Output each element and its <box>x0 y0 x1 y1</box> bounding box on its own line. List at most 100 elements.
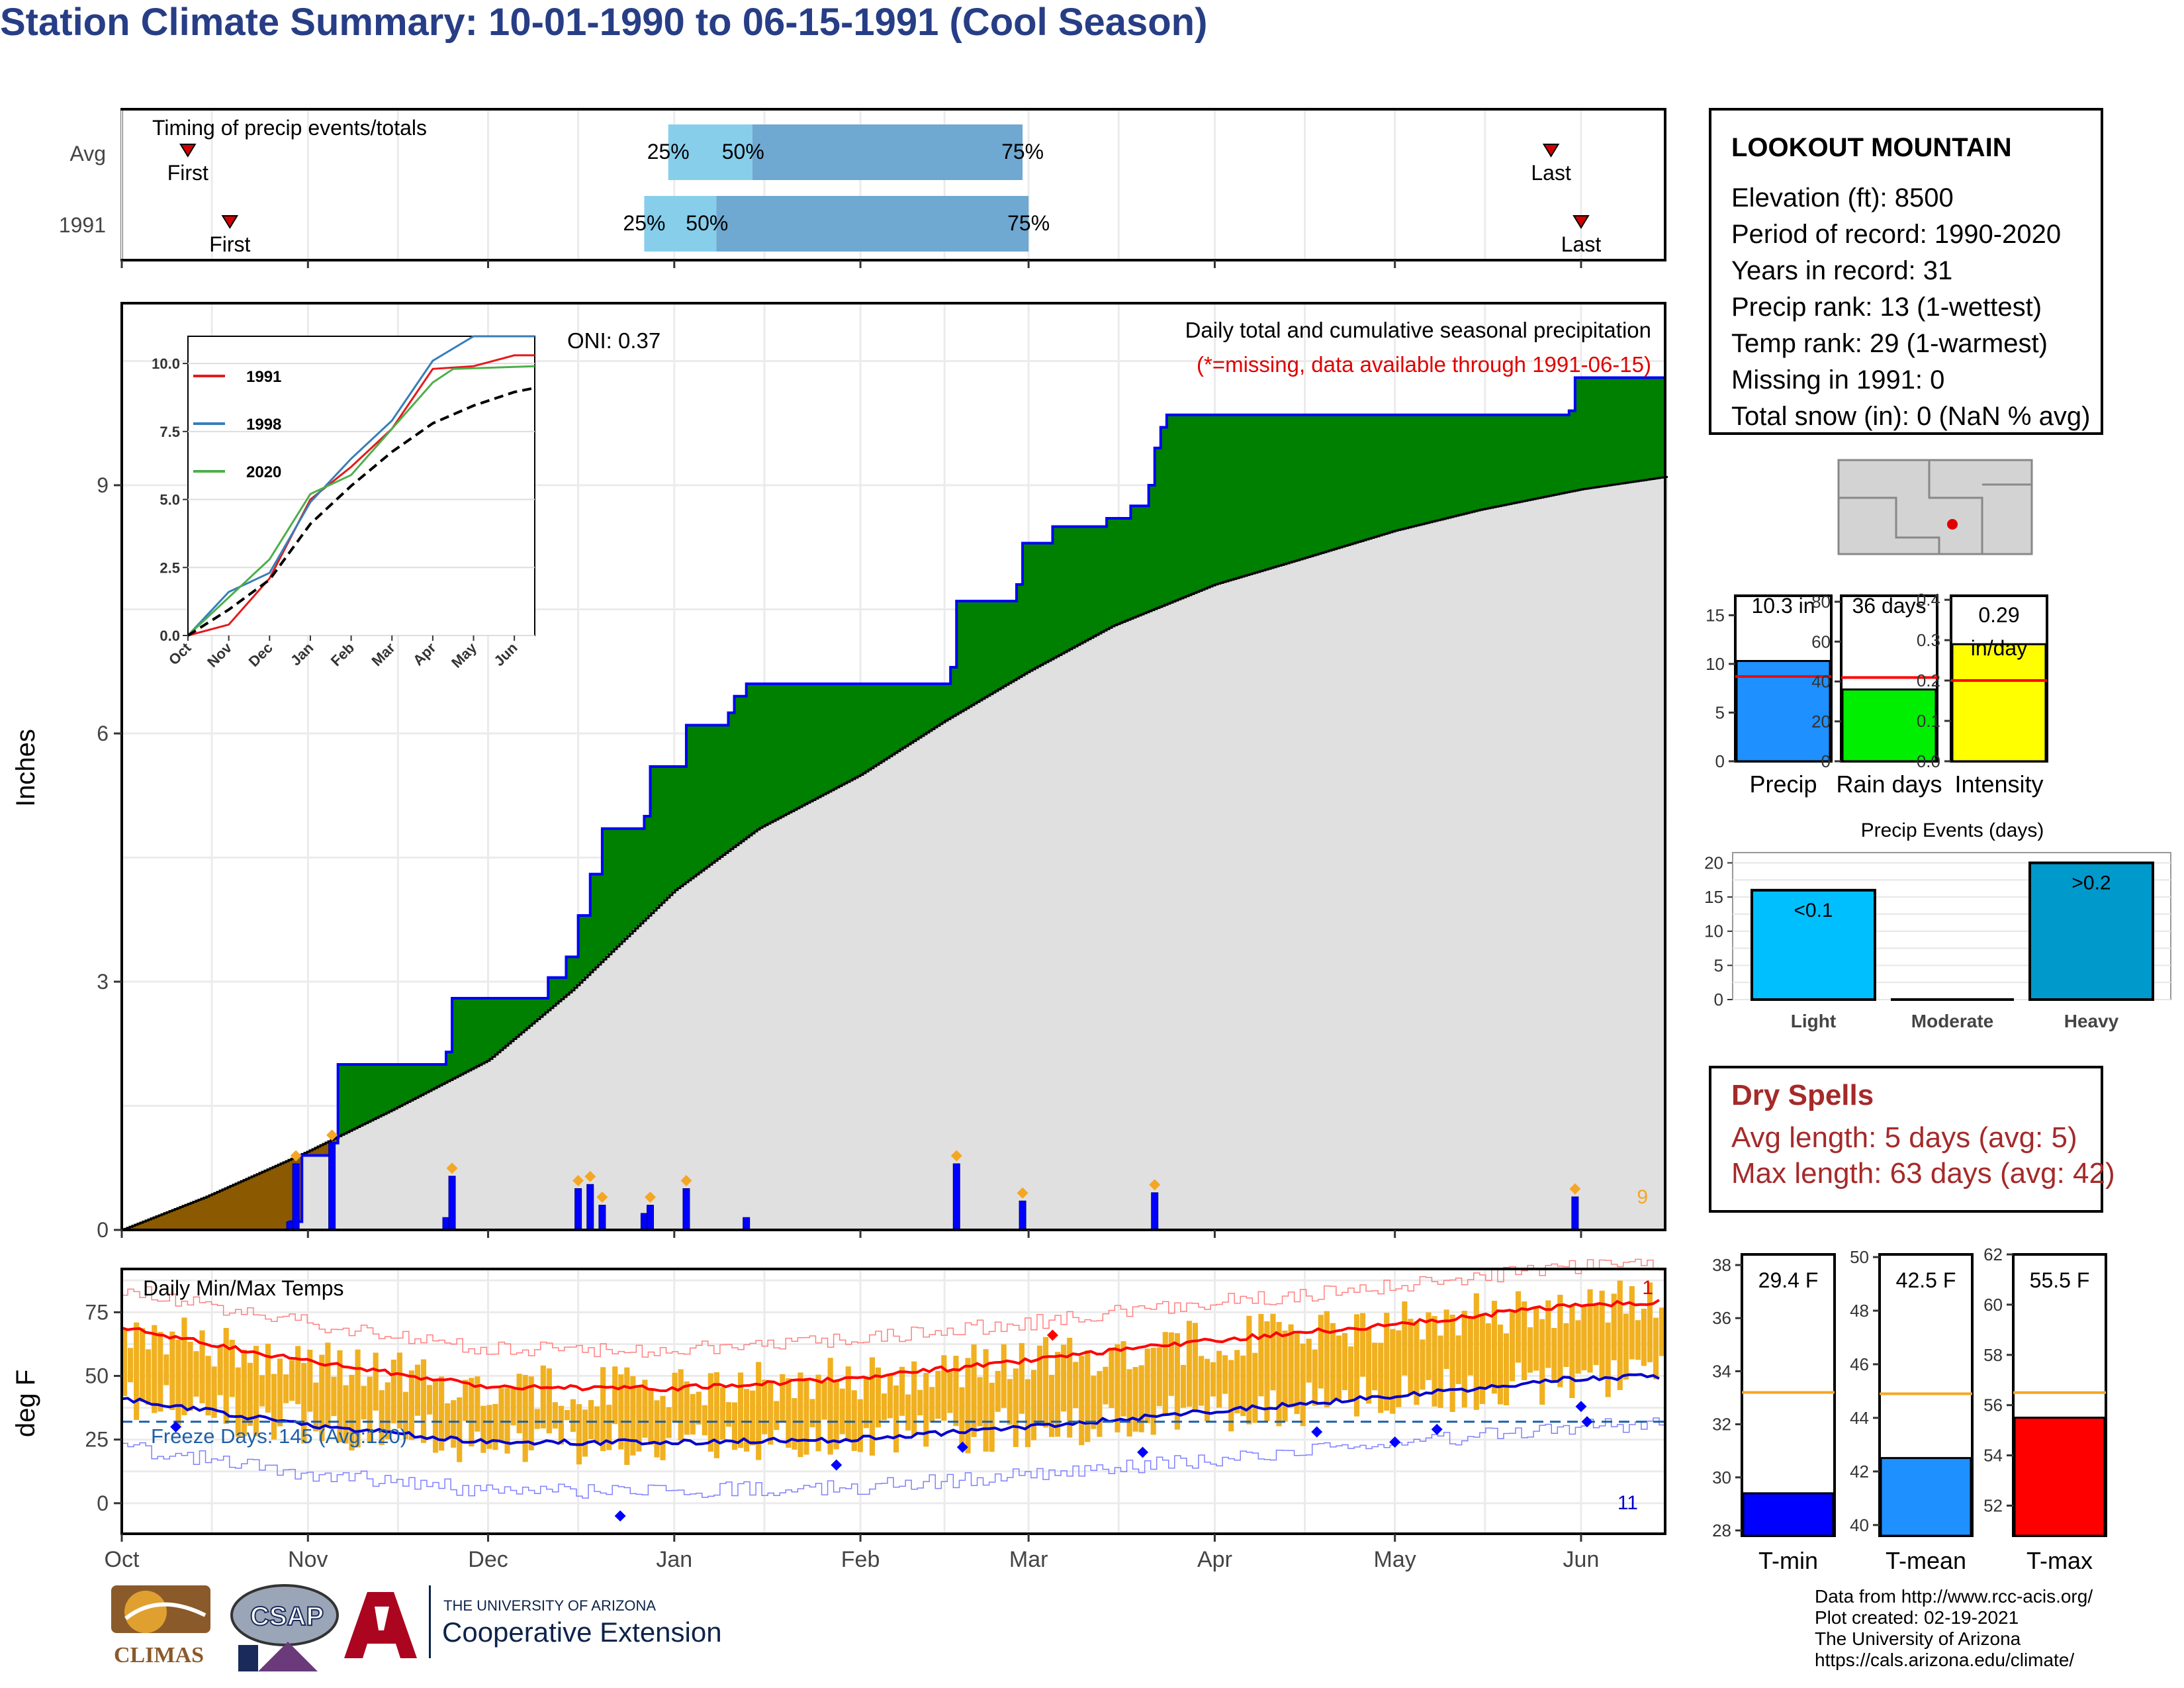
temp-ytick-label: 50 <box>85 1364 109 1388</box>
events-bar-label: <0.1 <box>1794 900 1833 921</box>
surplus-band <box>408 1064 411 1102</box>
deficit-band <box>310 1149 313 1156</box>
temp-summary-bar <box>2013 1417 2106 1537</box>
daily-temp-bar <box>833 1380 839 1450</box>
surplus-band <box>1636 377 1639 481</box>
daily-temp-bar <box>1180 1364 1186 1408</box>
temp-rank-line: Temp rank: 29 (1-warmest) <box>1731 329 2048 358</box>
credit-university: The University of Arizona <box>1815 1628 2021 1649</box>
daily-temp-bar <box>1061 1344 1067 1412</box>
surplus-band <box>453 998 456 1078</box>
timing-bar-q25-q50 <box>644 196 717 252</box>
daily-temp-bar <box>1635 1320 1641 1360</box>
surplus-band <box>397 1064 400 1107</box>
credit-plot-date: Plot created: 02-19-2021 <box>1815 1607 2019 1628</box>
temp-summary-tick-label: 42 <box>1850 1462 1869 1481</box>
daily-temp-bar <box>271 1374 277 1440</box>
daily-temp-bar <box>965 1358 971 1454</box>
month-label: Feb <box>841 1547 880 1572</box>
surplus-band <box>1310 414 1314 556</box>
temp-summary-tick-label: 52 <box>1983 1495 2003 1515</box>
surplus-band <box>932 684 935 729</box>
daily-precip-bar <box>574 1188 582 1231</box>
daily-precip-bar <box>328 1143 336 1231</box>
daily-temp-bar <box>1366 1327 1372 1404</box>
surplus-band <box>410 1064 414 1100</box>
daily-temp-bar <box>301 1363 307 1444</box>
surplus-band <box>643 816 647 920</box>
oni-label: ONI: 0.37 <box>567 328 660 353</box>
inset-ytick-label: 10.0 <box>152 355 180 372</box>
daily-precip-top-marker <box>596 1192 608 1203</box>
daily-temp-bar <box>1593 1305 1599 1366</box>
surplus-band <box>866 684 869 771</box>
daily-precip-bar <box>743 1217 751 1231</box>
daily-temp-bar <box>977 1377 983 1427</box>
surplus-band <box>1284 414 1287 564</box>
deficit-band <box>154 1217 157 1230</box>
daily-temp-bar <box>1067 1337 1073 1438</box>
surplus-band <box>887 684 890 757</box>
surplus-band <box>1602 377 1605 487</box>
daily-temp-bar <box>959 1387 965 1445</box>
summary-tick-label: 15 <box>1706 605 1725 625</box>
surplus-band <box>892 684 895 754</box>
daily-temp-bar <box>259 1375 265 1407</box>
surplus-band <box>1570 410 1573 492</box>
daily-temp-bar <box>881 1393 887 1421</box>
surplus-band <box>458 998 461 1076</box>
surplus-band <box>934 684 938 727</box>
surplus-band <box>1051 543 1054 659</box>
daily-temp-bar <box>1353 1314 1360 1417</box>
daily-temp-bar <box>152 1325 158 1413</box>
daily-temp-bar <box>654 1400 660 1458</box>
surplus-band <box>754 684 758 831</box>
inset-ytick-label: 5.0 <box>159 492 180 508</box>
daily-temp-bar <box>277 1358 283 1427</box>
surplus-band <box>1300 414 1303 559</box>
deficit-band <box>270 1167 273 1230</box>
timing-title: Timing of precip events/totals <box>152 116 427 140</box>
surplus-band <box>445 1052 448 1082</box>
daily-temp-bar <box>469 1378 475 1447</box>
surplus-band <box>352 1064 355 1129</box>
deficit-band <box>217 1191 220 1230</box>
inset-legend-label: 2020 <box>246 463 281 481</box>
temp-summary-category-label: T-min <box>1758 1547 1818 1574</box>
surplus-band <box>1244 414 1248 576</box>
daily-temp-bar <box>558 1405 564 1445</box>
surplus-band <box>1443 414 1446 519</box>
daily-temp-bar <box>510 1388 516 1426</box>
daily-temp-bar <box>1653 1317 1659 1380</box>
temp-summary-tick-label: 48 <box>1850 1301 1869 1321</box>
surplus-band <box>1146 506 1150 612</box>
daily-temp-bar <box>636 1385 642 1452</box>
surplus-band <box>1387 414 1390 533</box>
daily-temp-bar <box>247 1362 253 1426</box>
daily-temp-bar <box>1019 1342 1024 1414</box>
daily-temp-bar <box>792 1398 797 1450</box>
daily-temp-bar <box>768 1382 774 1445</box>
surplus-band <box>421 1064 424 1095</box>
surplus-band <box>543 998 546 1014</box>
surplus-band <box>1432 414 1435 522</box>
surplus-band <box>802 684 805 805</box>
surplus-band <box>1345 414 1348 545</box>
surplus-band <box>1133 506 1136 618</box>
surplus-band <box>1207 414 1210 587</box>
dry-spells-box: Dry Spells Avg length: 5 days (avg: 5) M… <box>1709 1066 2115 1213</box>
surplus-band <box>1456 414 1459 516</box>
surplus-band <box>1223 414 1226 582</box>
surplus-band <box>1377 414 1380 536</box>
surplus-band <box>1628 377 1631 483</box>
surplus-band <box>667 767 670 897</box>
surplus-band <box>1392 414 1396 532</box>
surplus-band <box>1353 414 1356 543</box>
surplus-band <box>733 696 737 847</box>
surplus-band <box>593 874 596 968</box>
surplus-band <box>1596 377 1600 487</box>
surplus-band <box>654 767 657 910</box>
daily-temp-bar <box>1485 1323 1491 1389</box>
surplus-band <box>1242 414 1245 577</box>
surplus-band <box>972 601 975 704</box>
